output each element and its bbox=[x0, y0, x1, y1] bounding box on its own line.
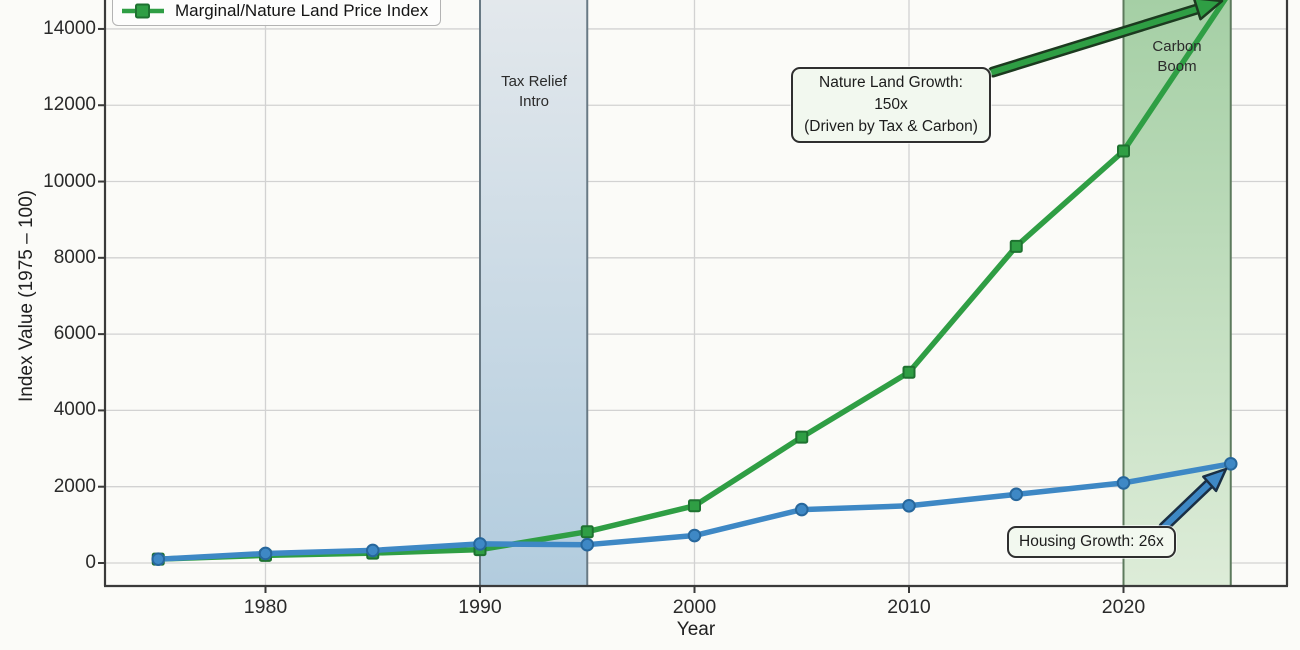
data-point bbox=[1009, 487, 1024, 502]
data-point bbox=[258, 546, 273, 561]
carbon-boom-band bbox=[1123, 0, 1231, 586]
data-point bbox=[1117, 144, 1130, 158]
y-tick-label: 10000 bbox=[43, 170, 96, 192]
nature-growth-annotation: Nature Land Growth: 150x (Driven by Tax … bbox=[791, 67, 991, 143]
y-tick-label: 6000 bbox=[53, 323, 96, 345]
legend-line-sample-icon bbox=[122, 3, 164, 19]
y-tick-label: 2000 bbox=[53, 475, 96, 497]
x-tick-label: 2020 bbox=[1101, 596, 1146, 618]
data-point bbox=[1116, 476, 1131, 490]
nature-growth-line2: (Driven by Tax & Carbon) bbox=[804, 118, 978, 135]
tax-relief-band bbox=[480, 0, 588, 586]
x-axis-title: Year bbox=[676, 619, 716, 640]
x-tick-label: 1990 bbox=[458, 596, 502, 618]
nature-growth-arrow bbox=[990, 6, 1200, 75]
housing-growth-arrow-head bbox=[1202, 467, 1228, 493]
nature-growth-arrow-head bbox=[1193, 0, 1224, 21]
data-point bbox=[365, 543, 380, 558]
housing-growth-annotation: Housing Growth: 26x bbox=[1007, 526, 1176, 558]
data-point bbox=[687, 528, 702, 543]
data-point bbox=[473, 537, 487, 551]
data-point bbox=[580, 537, 595, 552]
data-point bbox=[1223, 457, 1238, 471]
data-point bbox=[902, 365, 916, 379]
chart-legend[interactable]: Marginal/Nature Land Price Index bbox=[112, 0, 442, 26]
data-point bbox=[580, 525, 594, 539]
y-tick-label: 12000 bbox=[43, 94, 96, 116]
housing-growth-arrow bbox=[1161, 481, 1212, 530]
data-point bbox=[151, 552, 166, 566]
y-tick-label: 8000 bbox=[53, 246, 96, 268]
y-tick-label: 4000 bbox=[53, 399, 96, 421]
carbon-boom-band-label: Carbon Boom bbox=[1152, 38, 1202, 76]
tax-relief-band-label: Tax Relief Intro bbox=[501, 73, 567, 111]
data-point bbox=[902, 498, 916, 513]
x-tick-label: 1980 bbox=[243, 596, 288, 618]
nature-growth-line1: Nature Land Growth: 150x bbox=[819, 74, 963, 113]
y-tick-label: 14000 bbox=[43, 17, 96, 39]
legend-label: Marginal/Nature Land Price Index bbox=[175, 0, 429, 20]
data-point bbox=[1009, 239, 1023, 253]
y-axis-title: Index Value (1975 – 100) bbox=[16, 190, 37, 402]
data-point bbox=[795, 430, 809, 444]
x-tick-label: 2010 bbox=[887, 596, 931, 618]
y-tick-label: 0 bbox=[85, 552, 96, 573]
x-tick-label: 2000 bbox=[672, 596, 717, 618]
data-point bbox=[794, 502, 809, 517]
data-point bbox=[688, 499, 701, 513]
legend-item-nature-land: Marginal/Nature Land Price Index bbox=[119, 0, 428, 22]
